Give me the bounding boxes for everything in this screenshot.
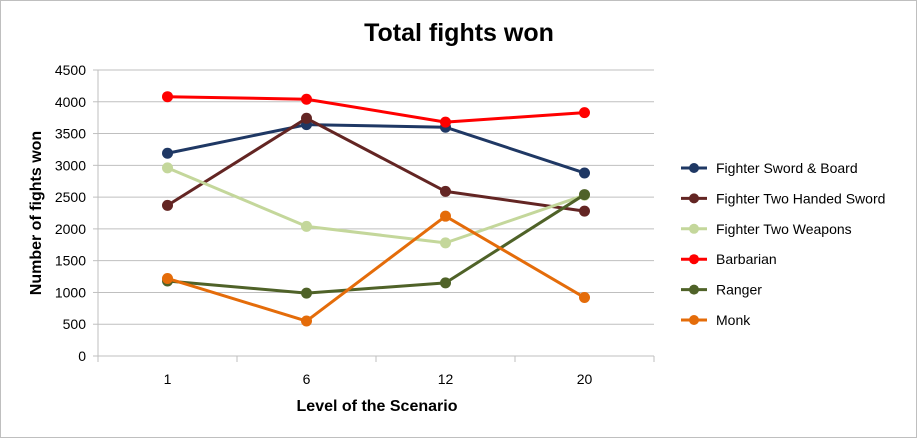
legend-label-ranger: Ranger <box>716 282 762 298</box>
data-point-fighter-sword-board <box>579 167 590 179</box>
data-point-fighter-two-weapons <box>440 237 451 249</box>
y-tick-label: 4500 <box>55 62 86 78</box>
legend-label-fighter-two-handed-sword: Fighter Two Handed Sword <box>716 190 885 206</box>
data-point-fighter-two-weapons <box>162 162 173 174</box>
y-tick-label: 3500 <box>55 126 86 142</box>
series-line-barbarian <box>167 95 585 124</box>
data-point-fighter-two-handed-sword <box>162 199 173 211</box>
legend-marker-ranger <box>689 284 699 295</box>
series-lines <box>162 91 590 327</box>
chart-title: Total fights won <box>364 19 554 47</box>
x-tick-label: 12 <box>438 371 454 387</box>
legend-marker-fighter-two-weapons <box>689 223 699 234</box>
legend-marker-monk <box>689 315 699 325</box>
data-point-monk <box>579 292 590 304</box>
data-point-ranger <box>579 189 590 201</box>
y-tick-label: 3000 <box>55 157 86 173</box>
data-point-fighter-two-handed-sword <box>579 205 590 217</box>
legend-label-fighter-sword-board: Fighter Sword & Board <box>716 160 858 176</box>
y-tick-label: 2000 <box>55 221 86 237</box>
y-tick-label: 500 <box>63 316 87 332</box>
data-point-barbarian <box>162 91 173 103</box>
x-tick-label: 1 <box>164 371 172 387</box>
legend-label-monk: Monk <box>716 312 751 328</box>
series-line-fighter-two-weapons <box>166 166 585 245</box>
series-line-fighter-two-handed-sword <box>166 116 585 213</box>
legend: Fighter Sword & Board Fighter Two Handed … <box>681 160 885 328</box>
data-point-fighter-two-weapons <box>301 220 312 232</box>
data-point-monk <box>162 272 173 284</box>
series-line-monk <box>167 214 586 323</box>
x-tick-label: 6 <box>303 371 311 387</box>
x-tick-label: 20 <box>577 371 593 387</box>
data-point-ranger <box>440 277 451 289</box>
x-axis: 1 6 12 20 <box>97 70 655 387</box>
data-point-fighter-sword-board <box>162 147 173 159</box>
data-point-monk <box>301 315 312 327</box>
y-tick-label: 2500 <box>55 189 86 205</box>
y-tick-label: 1500 <box>55 253 86 269</box>
y-axis-title: Number of fights won <box>28 131 45 295</box>
legend-marker-fighter-sword-board <box>689 163 699 173</box>
data-point-barbarian <box>440 116 451 128</box>
data-point-barbarian <box>579 107 590 119</box>
series-line-ranger <box>167 193 586 295</box>
data-point-fighter-two-handed-sword <box>301 112 312 124</box>
x-axis-title: Level of the Scenario <box>297 398 458 415</box>
legend-label-fighter-two-weapons: Fighter Two Weapons <box>716 221 852 237</box>
data-point-monk <box>440 210 451 222</box>
y-tick-label: 1000 <box>55 284 86 300</box>
legend-marker-barbarian <box>689 254 699 265</box>
data-point-ranger <box>301 287 312 299</box>
y-axis-ticks: 0 500 1000 1500 2000 2500 3000 3500 4000 4500 <box>55 62 98 364</box>
y-tick-label: 4000 <box>55 94 86 110</box>
data-point-barbarian <box>301 93 312 105</box>
series-line-fighter-sword-board <box>167 123 585 175</box>
legend-marker-fighter-two-handed-sword <box>689 193 699 204</box>
legend-label-barbarian: Barbarian <box>716 251 777 267</box>
data-point-fighter-two-handed-sword <box>440 185 451 197</box>
y-tick-label: 0 <box>78 348 86 364</box>
